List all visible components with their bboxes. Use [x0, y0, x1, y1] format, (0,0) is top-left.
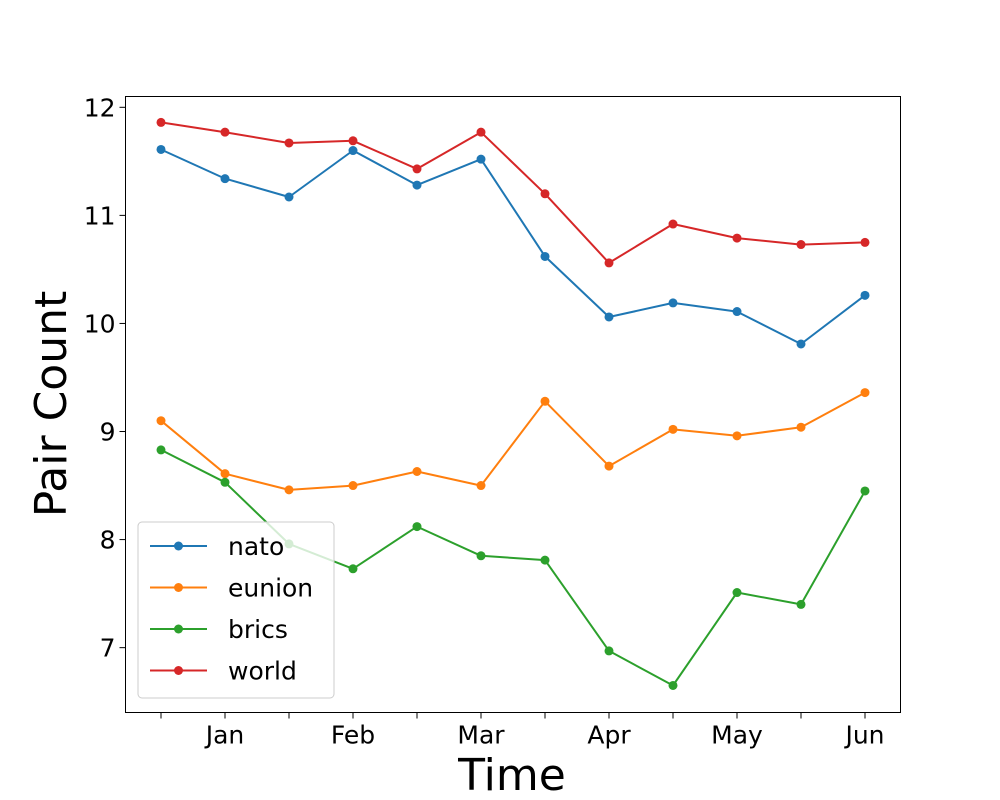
brics-point [220, 477, 230, 487]
brics-point [412, 522, 422, 532]
eunion-point [668, 424, 678, 434]
eunion-point [540, 396, 550, 406]
world-point [604, 258, 614, 268]
legend-box [137, 521, 335, 699]
nato-point [604, 312, 614, 322]
nato-point [540, 251, 550, 261]
world-line [160, 121, 866, 264]
series-nato [156, 144, 870, 349]
eunion-point [476, 481, 486, 491]
nato-point [156, 144, 166, 154]
x-tick-label: Jan [204, 721, 245, 750]
nato-point [476, 154, 486, 164]
world-point [348, 136, 358, 146]
legend-label-brics: brics [228, 615, 288, 644]
nato-point [732, 307, 742, 317]
y-tick-label: 11 [84, 201, 116, 230]
world-point [476, 127, 486, 137]
ticks-layer: 7 8 9 10 11 12 Jan Feb Mar Apr May Jun [84, 93, 885, 749]
legend: nato eunion brics world [137, 521, 335, 699]
x-tick-label: Apr [587, 721, 631, 750]
series-eunion [156, 388, 870, 495]
x-tick-label: May [711, 721, 763, 750]
brics-point [476, 551, 486, 561]
eunion-point [156, 416, 166, 426]
y-tick-label: 12 [84, 93, 116, 122]
x-tick-label: Jun [843, 721, 884, 750]
y-tick-label: 9 [100, 418, 116, 447]
x-axis-title: Time [457, 750, 566, 800]
y-tick-label: 7 [100, 634, 116, 663]
eunion-point [860, 388, 870, 398]
series-world [156, 117, 870, 268]
world-point [668, 219, 678, 229]
legend-marker-nato [174, 541, 183, 551]
world-point [796, 240, 806, 250]
eunion-point [412, 467, 422, 477]
nato-point [220, 174, 230, 184]
world-point [284, 138, 294, 148]
eunion-point [348, 481, 358, 491]
x-tick-label: Feb [331, 721, 375, 750]
nato-point [284, 192, 294, 202]
eunion-point [604, 461, 614, 471]
brics-point [156, 445, 166, 455]
brics-point [604, 646, 614, 656]
eunion-point [284, 485, 294, 495]
legend-marker-eunion [174, 583, 183, 592]
brics-point [668, 680, 678, 690]
legend-marker-brics [174, 624, 183, 634]
eunion-point [220, 469, 230, 479]
brics-point [796, 599, 806, 609]
nato-point [860, 290, 870, 300]
plot-frame [125, 96, 901, 713]
world-point [540, 189, 550, 199]
world-point [860, 237, 870, 247]
legend-marker-world [174, 666, 183, 675]
brics-point [540, 555, 550, 565]
legend-label-eunion: eunion [228, 574, 313, 603]
nato-line [160, 148, 866, 345]
eunion-point [796, 422, 806, 432]
legend-label-world: world [228, 657, 297, 686]
legend-label-nato: nato [228, 532, 284, 561]
y-tick-label: 8 [100, 526, 116, 555]
brics-point [860, 486, 870, 496]
eunion-point [732, 431, 742, 441]
eunion-line [160, 391, 866, 491]
y-tick-label: 10 [84, 309, 116, 338]
y-axis-title: Pair Count [26, 291, 77, 518]
x-tick-label: Mar [457, 721, 505, 750]
world-point [220, 127, 230, 137]
brics-point [732, 588, 742, 598]
world-point [732, 233, 742, 243]
nato-point [412, 180, 422, 190]
nato-point [348, 146, 358, 156]
brics-point [348, 564, 358, 574]
world-point [412, 164, 422, 174]
nato-point [796, 339, 806, 349]
nato-point [668, 298, 678, 308]
world-point [156, 117, 166, 127]
